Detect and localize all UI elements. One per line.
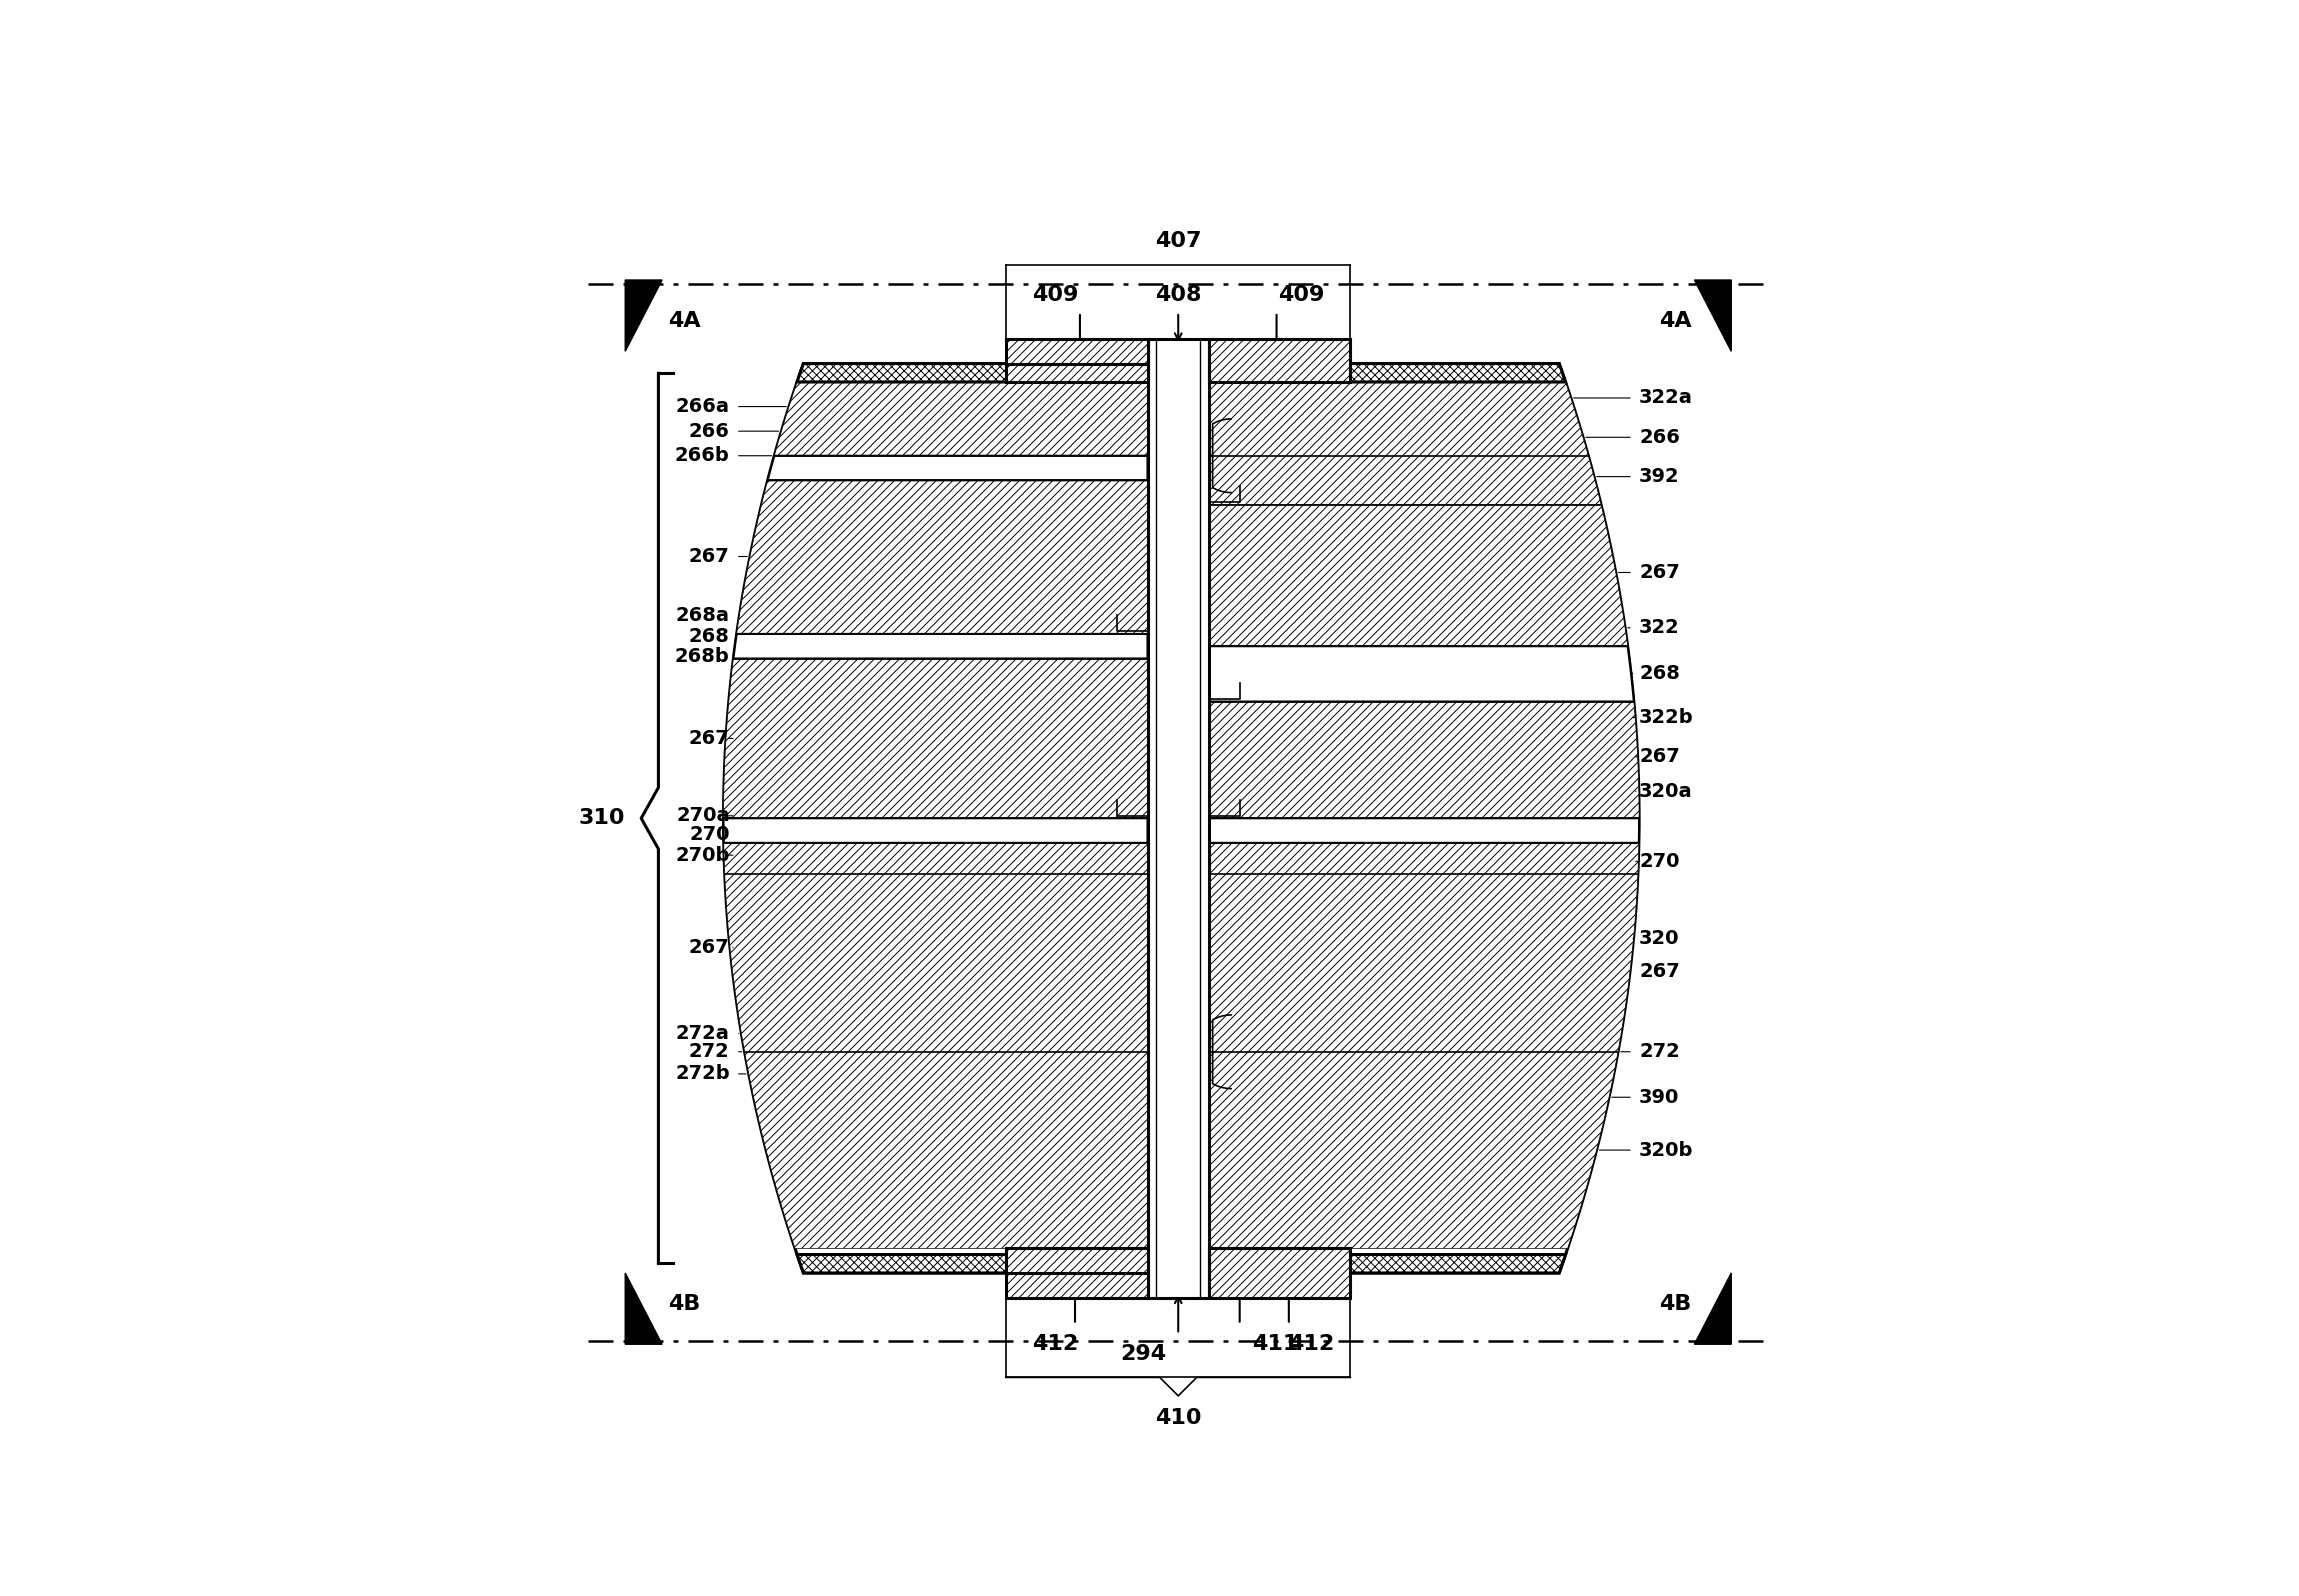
Text: 407: 407: [1154, 230, 1202, 251]
Polygon shape: [1209, 702, 1639, 819]
Polygon shape: [798, 1254, 1147, 1274]
Text: 411: 411: [1253, 1334, 1299, 1355]
Text: 272: 272: [1639, 1042, 1681, 1061]
Polygon shape: [1209, 819, 1639, 843]
Bar: [1007, 1248, 1147, 1298]
Text: 320b: 320b: [1639, 1141, 1694, 1160]
Polygon shape: [625, 1274, 662, 1344]
Polygon shape: [724, 843, 1147, 1248]
Polygon shape: [1209, 381, 1600, 504]
Text: 412: 412: [1287, 1334, 1333, 1355]
Polygon shape: [724, 364, 1147, 1274]
Text: 270b: 270b: [676, 846, 729, 865]
Text: 266b: 266b: [676, 447, 729, 466]
Text: 322a: 322a: [1639, 388, 1692, 407]
Text: 294: 294: [1120, 1344, 1166, 1365]
Text: 409: 409: [1032, 284, 1078, 305]
Text: 272a: 272a: [676, 1023, 729, 1042]
Text: 267: 267: [690, 729, 729, 749]
Text: 410: 410: [1154, 1408, 1202, 1428]
Text: 267: 267: [1639, 563, 1681, 583]
Text: 272: 272: [690, 1042, 729, 1061]
Polygon shape: [775, 381, 1147, 456]
Bar: [1147, 338, 1209, 1298]
Polygon shape: [1694, 1274, 1731, 1344]
Text: 267: 267: [690, 547, 729, 567]
Text: 268b: 268b: [676, 646, 729, 666]
Text: 266: 266: [690, 421, 729, 440]
Text: 272b: 272b: [676, 1065, 729, 1084]
Text: 310: 310: [579, 808, 625, 828]
Text: 322: 322: [1639, 618, 1681, 637]
Text: 320: 320: [1639, 929, 1681, 948]
Polygon shape: [1209, 1254, 1566, 1274]
Text: 4B: 4B: [669, 1294, 701, 1314]
Text: 4B: 4B: [1660, 1294, 1692, 1314]
Polygon shape: [768, 456, 1147, 480]
Polygon shape: [724, 659, 1147, 819]
Text: 390: 390: [1639, 1088, 1681, 1106]
Polygon shape: [1209, 364, 1639, 1274]
Polygon shape: [1209, 843, 1639, 1248]
Text: 270: 270: [690, 825, 729, 844]
Text: 267: 267: [1639, 747, 1681, 766]
Text: 267: 267: [1639, 962, 1681, 982]
Text: 409: 409: [1278, 284, 1324, 305]
Text: 268a: 268a: [676, 606, 729, 626]
Polygon shape: [1694, 279, 1731, 351]
Text: 320a: 320a: [1639, 782, 1692, 801]
Text: 268: 268: [690, 627, 729, 646]
Polygon shape: [798, 364, 1147, 381]
Text: 322b: 322b: [1639, 709, 1694, 728]
Polygon shape: [733, 634, 1147, 659]
Polygon shape: [1209, 504, 1628, 646]
Text: 266a: 266a: [676, 397, 729, 417]
Polygon shape: [1209, 646, 1635, 702]
Polygon shape: [724, 819, 1147, 843]
Text: 392: 392: [1639, 468, 1681, 487]
Polygon shape: [1209, 364, 1566, 381]
Polygon shape: [736, 480, 1147, 634]
Text: 270a: 270a: [676, 806, 729, 825]
Text: 4A: 4A: [1660, 311, 1692, 330]
Text: 270: 270: [1639, 852, 1681, 871]
Bar: [1007, 338, 1147, 381]
Text: 268: 268: [1639, 664, 1681, 683]
Text: 267: 267: [690, 938, 729, 958]
Text: 266: 266: [1639, 428, 1681, 447]
Text: 408: 408: [1154, 284, 1202, 305]
Text: 4A: 4A: [669, 311, 701, 330]
Text: 412: 412: [1032, 1334, 1078, 1355]
Polygon shape: [625, 279, 662, 351]
Bar: [1209, 338, 1350, 381]
Bar: [1209, 1248, 1350, 1298]
